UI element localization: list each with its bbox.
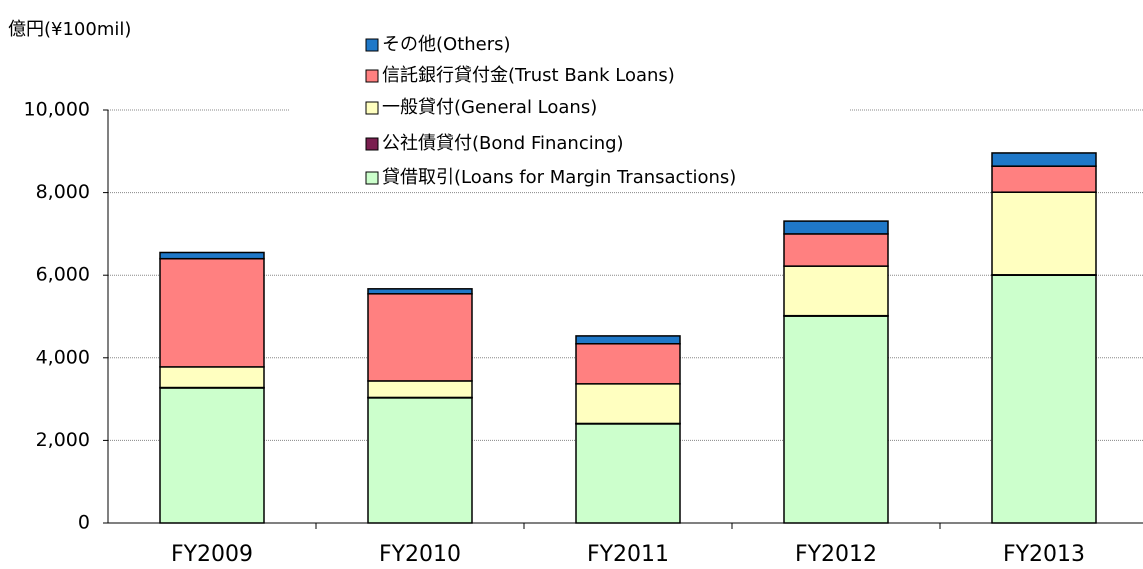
bar-segment	[367, 380, 473, 399]
bar-segment	[783, 233, 889, 267]
y-tick-label: 2,000	[36, 429, 90, 451]
y-tick-label: 6,000	[36, 264, 90, 286]
x-tick-label: FY2012	[795, 542, 877, 567]
x-tick-label: FY2010	[379, 542, 461, 567]
legend-swatch	[365, 101, 379, 115]
y-axis-label: 億円(¥100mil)	[8, 19, 131, 40]
legend-label: その他(Others)	[382, 34, 511, 55]
legend-background	[290, 30, 850, 192]
y-tick-label: 4,000	[36, 346, 90, 368]
y-tick-label: 10,000	[24, 99, 90, 121]
x-tick-label: FY2011	[587, 542, 669, 567]
bar-segment	[575, 383, 681, 425]
bar-segment	[991, 274, 1097, 524]
bar-segment	[783, 265, 889, 317]
x-tick-label: FY2013	[1003, 542, 1085, 567]
legend-label: 貸借取引(Loans for Margin Transactions)	[382, 167, 736, 188]
legend-swatch	[365, 137, 379, 151]
bar-segment	[575, 343, 681, 385]
legend-label: 一般貸付(General Loans)	[382, 97, 597, 118]
y-tick-label: 8,000	[36, 181, 90, 203]
bar-segment	[991, 191, 1097, 276]
bar-segment	[367, 397, 473, 524]
legend-swatch	[365, 38, 379, 52]
bar-segment	[575, 423, 681, 524]
bar-segment	[159, 387, 265, 524]
legend-swatch	[365, 69, 379, 83]
bar-segment	[575, 335, 681, 345]
bar-segment	[159, 257, 265, 368]
legend-label: 信託銀行貸付金(Trust Bank Loans)	[382, 65, 675, 86]
bar-segment	[783, 220, 889, 235]
bar-segment	[367, 288, 473, 295]
legend-label: 公社債貸付(Bond Financing)	[382, 133, 624, 154]
bar-segment	[367, 293, 473, 382]
bar-segment	[783, 315, 889, 524]
bar-segment	[991, 165, 1097, 193]
bar-segment	[991, 152, 1097, 167]
bar-segment	[159, 251, 265, 260]
legend-swatch	[365, 171, 379, 185]
bar-segment	[159, 366, 265, 389]
y-tick-label: 0	[78, 512, 90, 534]
x-tick-label: FY2009	[171, 542, 253, 567]
